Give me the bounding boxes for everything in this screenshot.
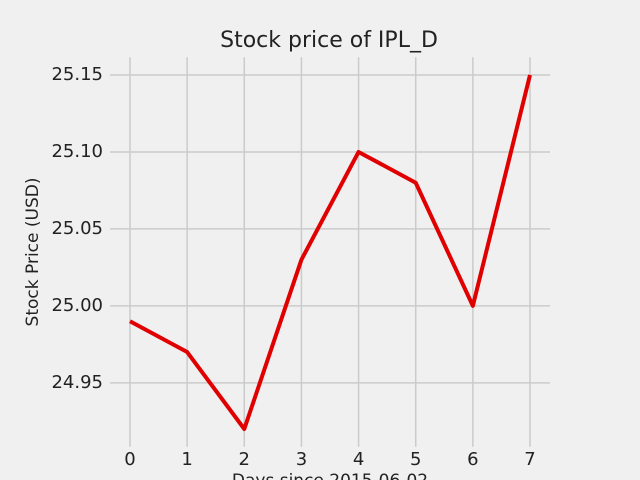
x-tick-label: 5	[410, 449, 421, 470]
chart-title: Stock price of IPL_D	[220, 28, 438, 53]
data-line	[129, 74, 532, 431]
y-tick-label: 25.00	[51, 295, 103, 316]
x-tick-label: 7	[524, 449, 535, 470]
y-axis-label: Stock Price (USD)	[23, 178, 43, 327]
x-axis-label: Days since 2015-06-02	[232, 471, 428, 480]
x-tick-label: 0	[124, 449, 135, 470]
y-tick-label: 24.95	[51, 372, 103, 393]
y-tick-label: 25.05	[51, 218, 103, 239]
x-tick-label: 4	[353, 449, 364, 470]
x-tick-label: 3	[296, 449, 307, 470]
y-tick-label: 25.15	[51, 64, 103, 85]
y-tick-label: 25.10	[51, 141, 103, 162]
x-tick-label: 1	[181, 449, 192, 470]
x-tick-label: 2	[239, 449, 250, 470]
x-tick-label: 6	[467, 449, 478, 470]
